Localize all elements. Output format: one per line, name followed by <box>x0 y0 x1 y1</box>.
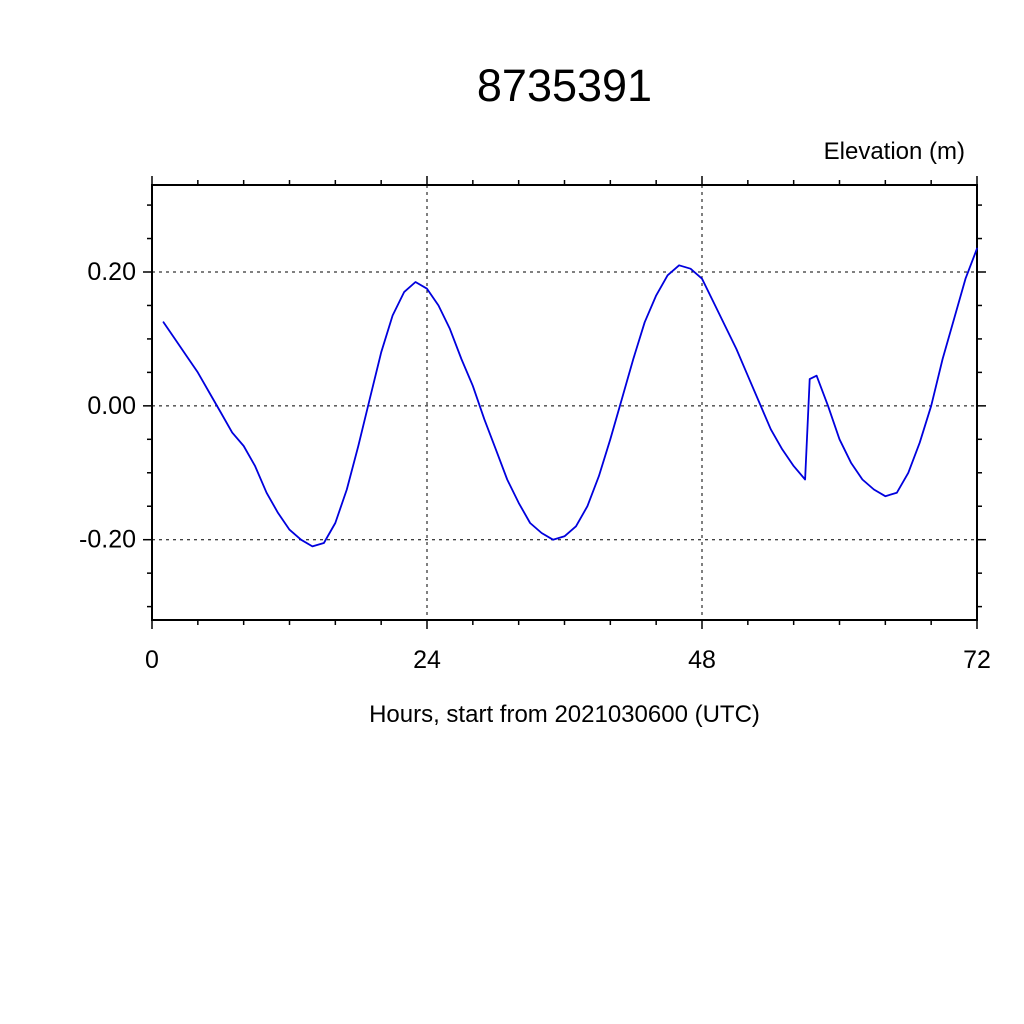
x-axis-title: Hours, start from 2021030600 (UTC) <box>369 701 760 728</box>
y-tick-label: -0.20 <box>79 526 136 554</box>
x-tick-label: 0 <box>145 646 159 674</box>
x-tick-label: 72 <box>963 646 991 674</box>
x-tick-label: 48 <box>688 646 716 674</box>
x-tick-label: 24 <box>413 646 441 674</box>
elevation-line <box>162 247 978 548</box>
y-axis-title: Elevation (m) <box>823 138 965 165</box>
page-title: 8735391 <box>476 60 653 111</box>
y-tick-label: 0.00 <box>87 392 136 420</box>
plot-frame <box>151 184 978 621</box>
y-tick-label: 0.20 <box>87 258 136 286</box>
